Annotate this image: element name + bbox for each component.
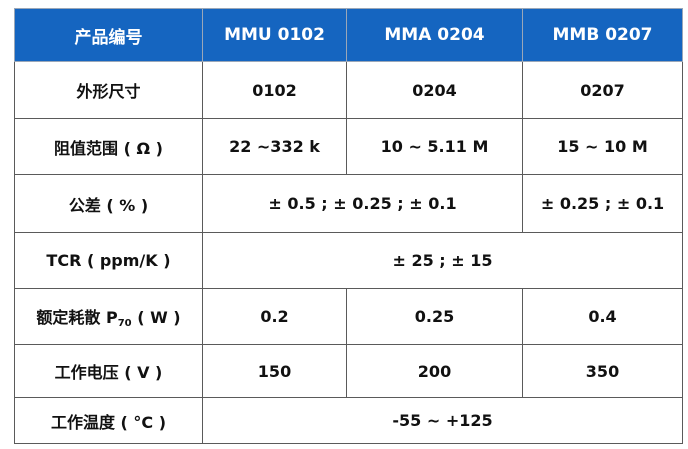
voltage-value: 150 bbox=[202, 344, 347, 398]
power-value: 0.2 bbox=[202, 288, 347, 345]
power-label-main: 额定耗散 P bbox=[36, 308, 118, 327]
power-label-unit: ( W ) bbox=[131, 308, 181, 327]
model-mmu-0102: MMU 0102 bbox=[202, 8, 347, 62]
power-value: 0.25 bbox=[346, 288, 523, 345]
resistance-label: 阻值范围 ( Ω ) bbox=[14, 118, 203, 175]
tcr-row: TCR ( ppm/K ) ± 25 ; ± 15 bbox=[14, 232, 683, 289]
tcr-label: TCR ( ppm/K ) bbox=[14, 232, 203, 289]
resistance-value: 10 ~ 5.11 M bbox=[346, 118, 523, 175]
resistance-value: 15 ~ 10 M bbox=[522, 118, 683, 175]
header-row: 产品编号 MMU 0102 MMA 0204 MMB 0207 bbox=[14, 8, 683, 62]
size-label: 外形尺寸 bbox=[14, 61, 203, 119]
model-mmb-0207: MMB 0207 bbox=[522, 8, 683, 62]
voltage-value: 350 bbox=[522, 344, 683, 398]
spec-table: 产品编号 MMU 0102 MMA 0204 MMB 0207 外形尺寸 010… bbox=[14, 8, 683, 444]
resistance-row: 阻值范围 ( Ω ) 22 ~332 k 10 ~ 5.11 M 15 ~ 10… bbox=[14, 118, 683, 175]
power-value: 0.4 bbox=[522, 288, 683, 345]
voltage-label: 工作电压 ( V ) bbox=[14, 344, 203, 398]
tcr-value: ± 25 ; ± 15 bbox=[202, 232, 683, 289]
temperature-value: -55 ~ +125 bbox=[202, 397, 683, 444]
temperature-row: 工作温度 ( °C ) -55 ~ +125 bbox=[14, 397, 683, 444]
size-value: 0102 bbox=[202, 61, 347, 119]
tolerance-row: 公差 ( % ) ± 0.5 ; ± 0.25 ; ± 0.1 ± 0.25 ;… bbox=[14, 174, 683, 233]
size-value: 0204 bbox=[346, 61, 523, 119]
size-value: 0207 bbox=[522, 61, 683, 119]
model-mma-0204: MMA 0204 bbox=[346, 8, 523, 62]
power-row: 额定耗散 P70 ( W ) 0.2 0.25 0.4 bbox=[14, 288, 683, 345]
voltage-row: 工作电压 ( V ) 150 200 350 bbox=[14, 344, 683, 398]
resistance-value: 22 ~332 k bbox=[202, 118, 347, 175]
power-label: 额定耗散 P70 ( W ) bbox=[14, 288, 203, 345]
size-row: 外形尺寸 0102 0204 0207 bbox=[14, 61, 683, 119]
power-label-subscript: 70 bbox=[117, 318, 132, 329]
tolerance-value: ± 0.25 ; ± 0.1 bbox=[522, 174, 683, 233]
header-label: 产品编号 bbox=[14, 8, 203, 62]
voltage-value: 200 bbox=[346, 344, 523, 398]
temperature-label: 工作温度 ( °C ) bbox=[14, 397, 203, 444]
tolerance-label: 公差 ( % ) bbox=[14, 174, 203, 233]
tolerance-value: ± 0.5 ; ± 0.25 ; ± 0.1 bbox=[202, 174, 523, 233]
